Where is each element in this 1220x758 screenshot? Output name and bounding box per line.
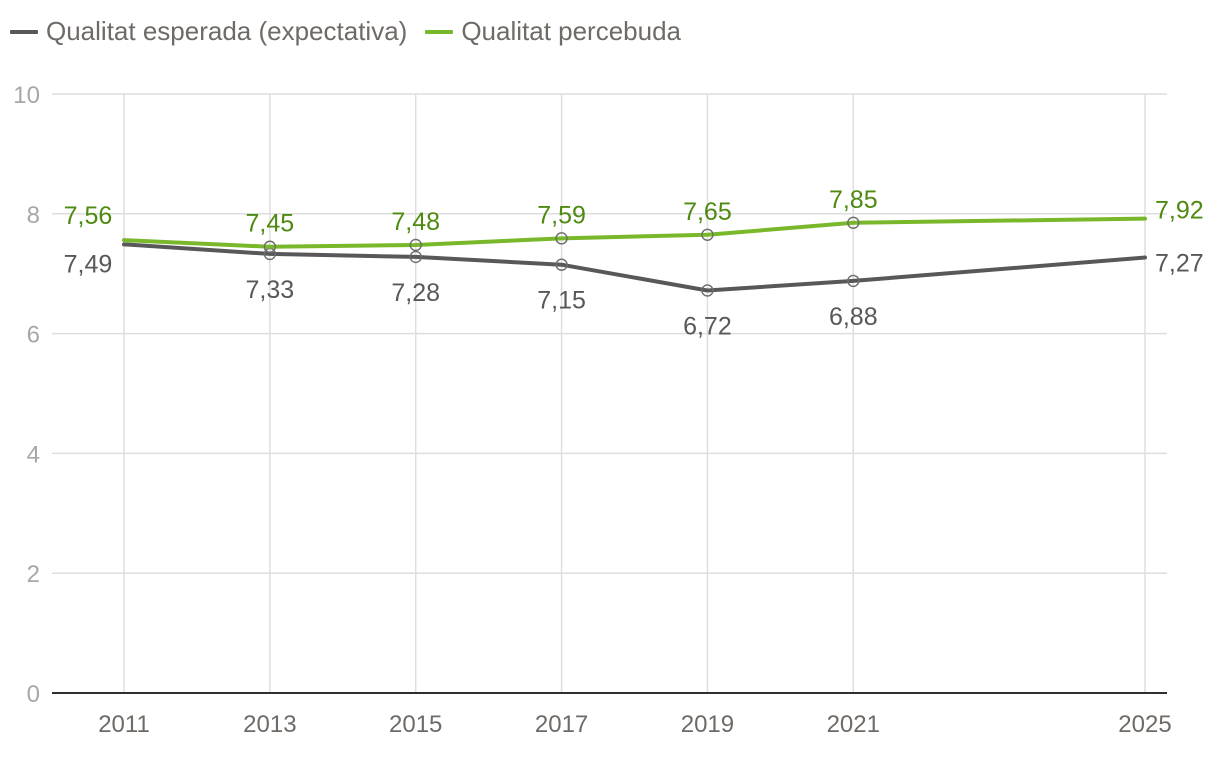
data-label-expected-quality-2021: 6,88 xyxy=(829,303,878,331)
data-label-perceived-quality-2011: 7,56 xyxy=(64,202,113,230)
data-point-perceived-quality-2013[interactable] xyxy=(263,240,277,253)
x-tick-label-2025: 2025 xyxy=(1118,711,1171,738)
x-tick-label-2011: 2011 xyxy=(98,711,150,738)
x-tick-label-2021: 2021 xyxy=(827,711,880,738)
y-tick-label-4: 4 xyxy=(27,441,40,468)
y-tick-label-10: 10 xyxy=(13,82,40,109)
x-tick-label-2019: 2019 xyxy=(681,711,734,738)
data-point-perceived-quality-2015[interactable] xyxy=(409,238,422,252)
data-point-expected-quality-2021[interactable] xyxy=(847,274,860,288)
chart-legend: Qualitat esperada (expectativa) Qualitat… xyxy=(10,16,681,47)
legend-label-expected-quality: Qualitat esperada (expectativa) xyxy=(46,16,408,46)
data-point-expected-quality-2015[interactable] xyxy=(409,250,422,264)
data-label-perceived-quality-2019: 7,65 xyxy=(683,198,732,226)
data-label-perceived-quality-2025: 7,92 xyxy=(1155,197,1204,225)
y-tick-label-6: 6 xyxy=(27,322,40,349)
data-label-perceived-quality-2017: 7,59 xyxy=(537,201,586,229)
data-point-perceived-quality-2019[interactable] xyxy=(701,228,714,241)
data-point-perceived-quality-2021[interactable] xyxy=(847,216,860,229)
data-point-expected-quality-2019[interactable] xyxy=(701,284,714,297)
legend-item-perceived-quality[interactable]: Qualitat percebuda xyxy=(425,16,681,47)
legend-swatch-perceived-quality xyxy=(425,29,454,34)
legend-label-perceived-quality: Qualitat percebuda xyxy=(461,16,682,46)
data-label-expected-quality-2011: 7,49 xyxy=(64,250,113,278)
series-line-expected-quality xyxy=(122,242,1147,293)
legend-swatch-expected-quality xyxy=(10,29,38,34)
data-label-expected-quality-2019: 6,72 xyxy=(683,312,732,340)
data-point-expected-quality-2017[interactable] xyxy=(555,258,568,271)
series-line-perceived-quality xyxy=(122,216,1147,249)
data-point-perceived-quality-2017[interactable] xyxy=(555,232,568,245)
x-tick-label-2015: 2015 xyxy=(389,711,442,738)
x-tick-label-2017: 2017 xyxy=(535,711,588,738)
y-tick-label-8: 8 xyxy=(27,202,40,229)
data-label-perceived-quality-2021: 7,85 xyxy=(829,186,878,214)
data-label-perceived-quality-2013: 7,45 xyxy=(246,210,295,238)
y-tick-label-0: 0 xyxy=(27,681,40,708)
x-tick-label-2013: 2013 xyxy=(243,711,296,738)
data-label-perceived-quality-2015: 7,48 xyxy=(391,208,440,236)
data-label-expected-quality-2015: 7,28 xyxy=(391,279,440,307)
y-tick-label-2: 2 xyxy=(27,561,40,588)
data-label-expected-quality-2017: 7,15 xyxy=(537,287,586,315)
data-label-expected-quality-2025: 7,27 xyxy=(1155,250,1204,278)
legend-item-expected-quality[interactable]: Qualitat esperada (expectativa) xyxy=(10,16,407,47)
data-label-expected-quality-2013: 7,33 xyxy=(246,276,295,304)
